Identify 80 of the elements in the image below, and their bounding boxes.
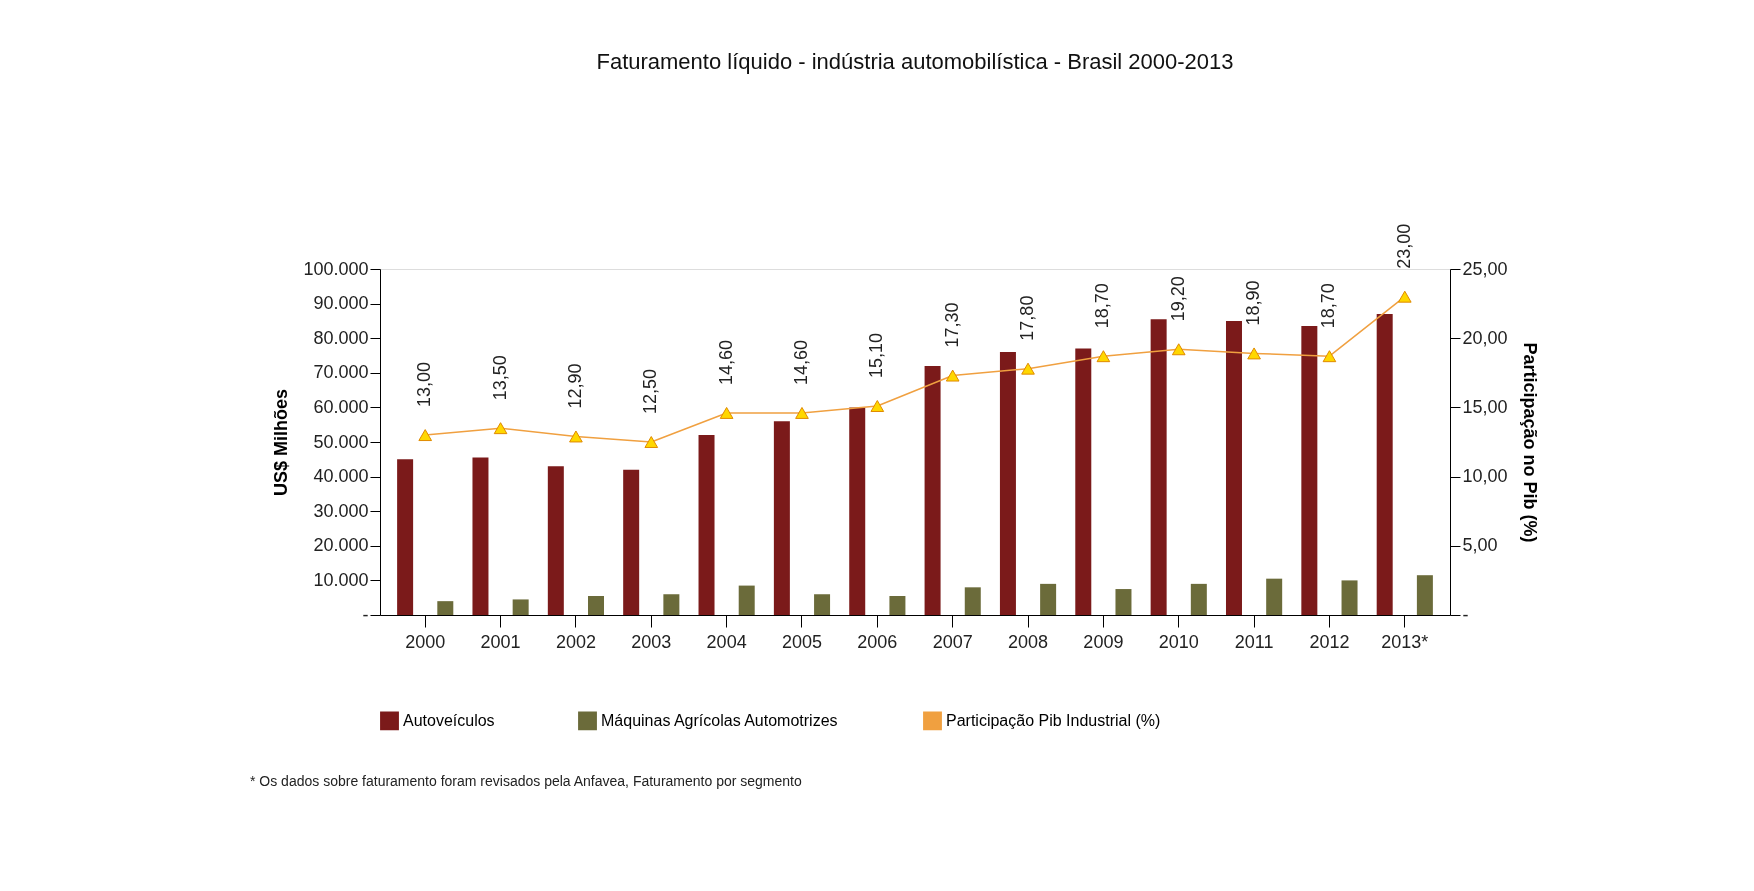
data-label: 14,60: [790, 339, 811, 385]
bar: [964, 587, 981, 615]
x-tick-label: 2002: [555, 631, 596, 652]
data-label: 18,70: [1092, 283, 1113, 329]
bar: [924, 365, 941, 615]
x-tick-label: 2001: [480, 631, 521, 652]
y-tick-label: 70.000: [313, 362, 369, 383]
bar: [1301, 326, 1318, 615]
bar: [1266, 578, 1283, 615]
y2-tick-label: -: [1462, 604, 1469, 625]
bar: [814, 594, 831, 615]
y-tick-label: 100.000: [303, 258, 369, 279]
y-tick-label: 60.000: [313, 396, 369, 417]
y-axis-title: US$ Milhões: [271, 388, 292, 497]
bar: [1225, 320, 1242, 615]
y-tick-label: 10.000: [313, 569, 369, 590]
data-label: 17,80: [1017, 295, 1038, 341]
x-tick-label: 2010: [1158, 631, 1199, 652]
data-label: 18,70: [1318, 283, 1339, 329]
x-tick-label: 2003: [631, 631, 672, 652]
bar: [472, 457, 489, 615]
chart-title: Faturamento líquido - indústria automobilística - Brasil 2000-2013: [596, 48, 1234, 74]
x-tick-label: 2006: [857, 631, 898, 652]
data-label: 17,30: [941, 302, 962, 348]
data-label: 18,90: [1243, 280, 1264, 326]
bar: [849, 407, 866, 615]
x-tick-label: 2005: [781, 631, 822, 652]
bar: [1341, 580, 1358, 615]
data-label: 23,00: [1393, 223, 1414, 269]
x-tick-label: 2000: [405, 631, 446, 652]
y-tick-label: -: [362, 604, 369, 625]
bar: [1075, 348, 1092, 615]
x-tick-label: 2004: [706, 631, 747, 652]
y2-tick-label: 15,00: [1462, 396, 1508, 417]
data-label: 14,60: [715, 339, 736, 385]
bar: [738, 585, 755, 615]
legend-label: Participação Pib Industrial (%): [946, 711, 1161, 729]
bar: [397, 459, 414, 615]
bar: [1416, 575, 1433, 615]
y-tick-label: 30.000: [313, 500, 369, 521]
data-label: 12,50: [640, 368, 661, 414]
x-tick-label: 2012: [1309, 631, 1350, 652]
y2-tick-label: 10,00: [1462, 466, 1508, 487]
text: * Os dados sobre faturamento foram revisados pela Anfavea, Faturamento por segmento: [250, 773, 802, 789]
legend-label: Máquinas Agrícolas Automotrizes: [601, 711, 838, 729]
y2-tick-label: 5,00: [1462, 535, 1498, 556]
x-tick-label: 2009: [1083, 631, 1124, 652]
bar: [512, 599, 529, 615]
data-label: 12,90: [564, 363, 585, 409]
data-label: 13,00: [414, 362, 435, 408]
data-label: 13,50: [489, 355, 510, 401]
data-label: 19,20: [1167, 276, 1188, 322]
bar: [1376, 313, 1393, 615]
bar: [623, 469, 640, 615]
bar: [588, 595, 605, 615]
y-tick-label: 40.000: [313, 466, 369, 487]
bar: [698, 435, 715, 615]
bar: [773, 421, 790, 615]
legend-label: Autoveículos: [403, 711, 495, 729]
bar: [1115, 589, 1132, 615]
bar: [547, 466, 564, 615]
data-label: 15,10: [866, 332, 887, 379]
x-tick-label: 2013*: [1381, 631, 1429, 652]
y2-axis-title: Participação no Pib (%): [1519, 342, 1540, 543]
bar: [1040, 583, 1057, 615]
y-tick-label: 50.000: [313, 431, 369, 452]
y-tick-label: 20.000: [313, 535, 369, 556]
bar: [999, 352, 1016, 615]
x-tick-label: 2008: [1008, 631, 1049, 652]
bar: [1150, 319, 1167, 615]
bar: [1190, 583, 1207, 615]
bar: [663, 594, 680, 615]
y-tick-label: 80.000: [313, 327, 369, 348]
y2-tick-label: 20,00: [1462, 327, 1508, 348]
y2-tick-label: 25,00: [1462, 258, 1508, 279]
bar: [889, 595, 906, 615]
y-tick-label: 90.000: [313, 293, 369, 314]
bar: [437, 601, 454, 615]
x-tick-label: 2007: [932, 631, 973, 652]
x-tick-label: 2011: [1234, 631, 1274, 652]
